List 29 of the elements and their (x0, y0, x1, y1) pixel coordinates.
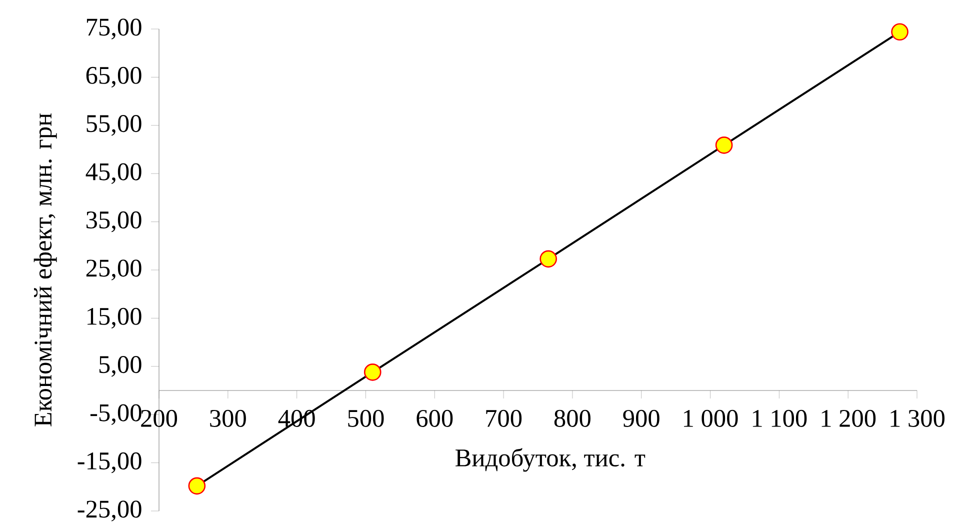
x-tick-label: 900 (623, 410, 660, 427)
x-tick-label: 800 (554, 410, 590, 427)
point (364, 364, 382, 381)
y-tick-label: 75,00 (86, 18, 142, 40)
x-tick-label: 1 100 (752, 410, 807, 427)
y-tick-label: -15,00 (78, 452, 142, 474)
x-tick-label: 500 (348, 410, 384, 427)
point (715, 136, 733, 154)
y-tick-label: 25,00 (86, 260, 142, 280)
y-tick-label: 5,00 (99, 356, 142, 377)
point (891, 23, 908, 41)
x-tick-label: 300 (210, 410, 246, 427)
y-axis-title: Економічний ефект, млн. грн (34, 113, 57, 426)
x-tick-label: 700 (486, 410, 522, 427)
y-tick-label: 15,00 (88, 308, 142, 329)
y-tick-label: 65,00 (86, 66, 142, 88)
point (540, 250, 558, 268)
x-tick-label: 1 300 (890, 410, 944, 427)
y-tick-label: -5,00 (90, 404, 142, 425)
point (188, 477, 206, 495)
x-tick-label: 1 000 (684, 410, 738, 427)
x-tick-label: 600 (416, 410, 453, 427)
y-tick-label: 45,00 (86, 163, 142, 184)
x-axis-title: Видобуток, тис. т (456, 448, 646, 472)
x-tick-label: 200 (141, 410, 178, 427)
y-tick-label: 55,00 (86, 115, 142, 136)
y-tick-label: -25,00 (78, 500, 142, 522)
y-tick-label: 35,00 (86, 211, 142, 232)
x-tick-label: 1 200 (822, 410, 876, 427)
